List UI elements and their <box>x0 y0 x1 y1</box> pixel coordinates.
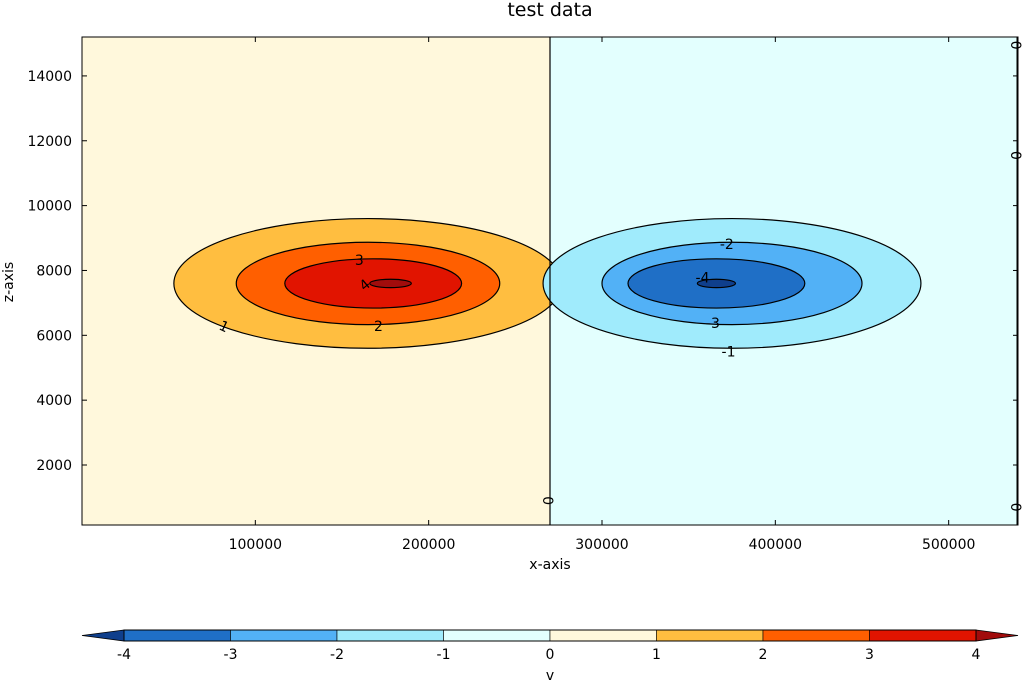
colorbar-tick-label: -1 <box>437 647 451 663</box>
colorbar-tick-label: 0 <box>546 647 555 663</box>
colorbar-segment <box>869 629 977 642</box>
x-axis-label: x-axis <box>529 557 570 573</box>
chart-title: test data <box>507 0 592 21</box>
contour-label: -3 <box>706 316 720 332</box>
plot-frame <box>81 36 1019 526</box>
contour-label: 0 <box>1009 503 1025 512</box>
x-tick-label: 100000 <box>229 537 282 553</box>
plot-area: 1 234-1-2-3-40000 100000 200000 300000 40000… <box>27 36 1025 553</box>
contour-label: 0 <box>1009 41 1025 50</box>
colorbar-tick-label: -2 <box>330 647 344 663</box>
contour-label: -2 <box>720 237 734 253</box>
colorbar-tick-label: 1 <box>652 647 661 663</box>
contour-label: 0 <box>541 496 557 505</box>
contour-level-neg4 <box>696 278 737 289</box>
y-tick-label: 2000 <box>36 458 72 474</box>
x-tick-label: 300000 <box>575 537 628 553</box>
colorbar-segment <box>443 629 551 642</box>
y-tick-label: 4000 <box>36 393 72 409</box>
colorbar-tick-label: 2 <box>759 647 768 663</box>
contour-label: -1 <box>722 345 736 361</box>
y-tick-label: 12000 <box>27 134 72 150</box>
colorbar: -4 -3 -2 -1 0 1 2 3 4 v <box>81 629 1019 681</box>
contour-label: 2 <box>374 319 383 335</box>
colorbar-segment <box>656 629 764 642</box>
colorbar-tick-label: -4 <box>117 647 131 663</box>
colorbar-tick-label: -3 <box>224 647 238 663</box>
x-tick-label: 200000 <box>402 537 455 553</box>
y-tick-label: 8000 <box>36 263 72 279</box>
colorbar-segment <box>336 629 444 642</box>
x-tick-label: 500000 <box>922 537 975 553</box>
contour-label: 3 <box>355 253 364 269</box>
contour-level-4 <box>369 278 412 289</box>
contour-label: 0 <box>1009 151 1025 160</box>
colorbar-tick-label: 3 <box>865 647 874 663</box>
y-tick-label: 14000 <box>27 69 72 85</box>
colorbar-segment <box>123 629 231 642</box>
colorbar-label: v <box>546 668 554 681</box>
colorbar-tick-label: 4 <box>972 647 981 663</box>
y-tick-label: 6000 <box>36 328 72 344</box>
y-tick-label: 10000 <box>27 199 72 215</box>
x-tick-label: 400000 <box>749 537 802 553</box>
colorbar-segment <box>230 629 338 642</box>
colorbar-segment <box>762 629 870 642</box>
contour-label: -4 <box>696 271 710 287</box>
colorbar-under-extension <box>81 629 125 642</box>
colorbar-frame <box>123 629 977 642</box>
colorbar-segment <box>549 629 657 642</box>
colorbar-over-extension <box>975 629 1019 642</box>
y-axis-label: z-axis <box>1 262 17 302</box>
